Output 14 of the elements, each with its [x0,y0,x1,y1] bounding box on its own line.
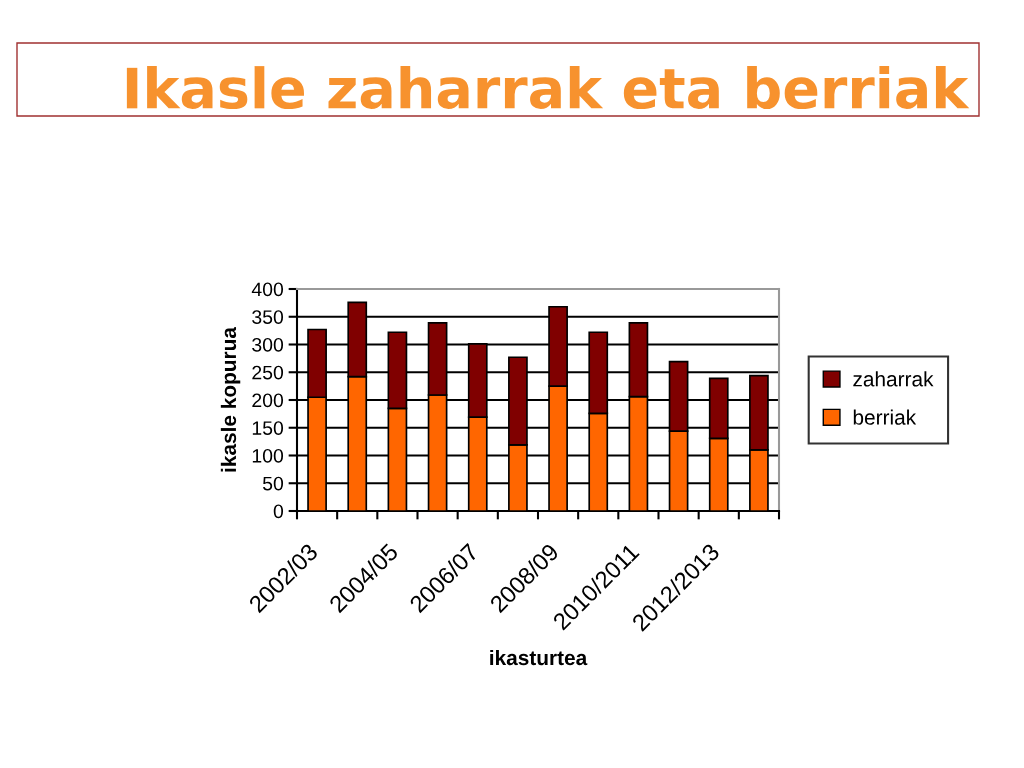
legend-label: zaharrak [853,371,934,387]
y-axis-title: ikasle kopurua [220,326,241,472]
y-tick-label: 400 [251,282,284,297]
y-tick-label: 150 [252,421,284,435]
y-tick-label: 100 [252,448,284,463]
y-tick-label: 350 [252,310,284,324]
x-axis-title: ikasturtea [490,649,588,666]
y-tick-label: 300 [252,337,284,352]
y-tick-label: 0 [273,504,284,519]
legend-label: berriak [853,409,917,425]
chart-title: Ikasle zaharrak eta berriak [126,66,970,110]
y-tick-label: 200 [252,393,284,408]
y-tick-label: 50 [262,476,284,491]
y-tick-label: 250 [252,365,284,380]
